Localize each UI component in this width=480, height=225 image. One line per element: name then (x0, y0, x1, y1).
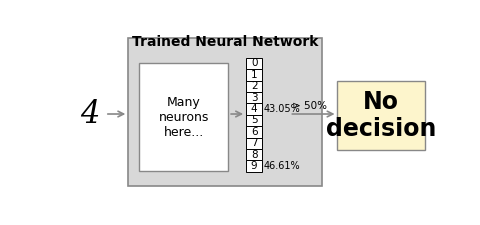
Bar (128, 38, 322, 186)
Text: 3: 3 (251, 93, 257, 103)
Text: 4: 4 (80, 99, 99, 130)
Bar (246, 58, 262, 69)
Text: Trained Neural Network: Trained Neural Network (132, 35, 318, 49)
Bar (246, 137, 262, 149)
Text: 8: 8 (251, 150, 257, 160)
Text: Many
neurons
here...: Many neurons here... (158, 96, 209, 139)
Bar (246, 126, 262, 137)
Text: 9: 9 (251, 161, 257, 171)
Text: > 50%: > 50% (292, 101, 327, 111)
Bar (246, 103, 262, 115)
Text: 1: 1 (251, 70, 257, 80)
Bar (246, 160, 262, 172)
Text: 4: 4 (251, 104, 257, 114)
Text: 5: 5 (251, 115, 257, 126)
Text: 0: 0 (251, 58, 257, 68)
Text: 46.61%: 46.61% (264, 161, 300, 171)
Bar (246, 92, 262, 103)
Bar (246, 149, 262, 160)
Bar (246, 81, 262, 92)
Bar (139, 63, 228, 171)
Text: 6: 6 (251, 127, 257, 137)
Bar (337, 81, 425, 150)
Text: 2: 2 (251, 81, 257, 91)
Text: 7: 7 (251, 138, 257, 148)
Bar (246, 115, 262, 126)
Text: 43.05%: 43.05% (264, 104, 300, 114)
Bar (246, 69, 262, 81)
Text: No
decision: No decision (326, 90, 436, 142)
